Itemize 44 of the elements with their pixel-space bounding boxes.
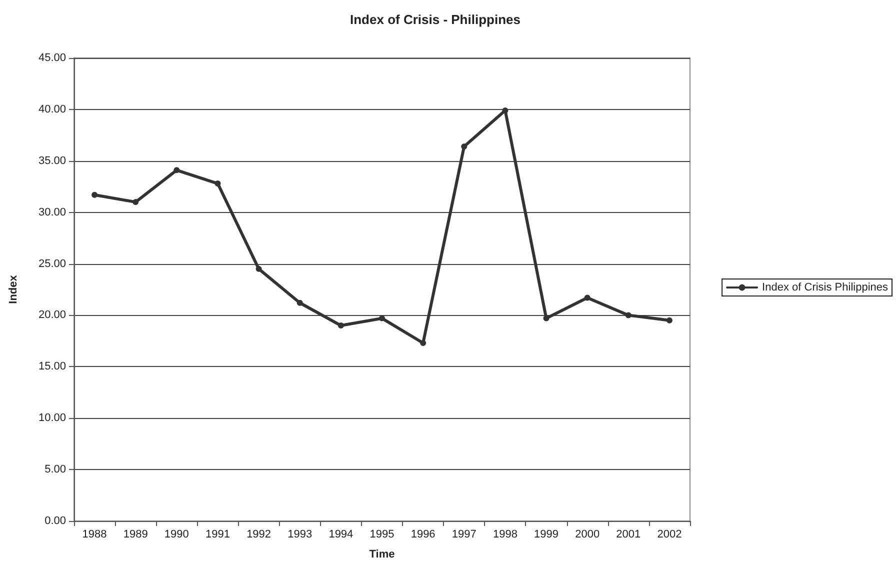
x-tick-label: 1999 <box>534 528 559 540</box>
point <box>174 167 180 174</box>
point <box>543 315 550 322</box>
x-tick-label: 1994 <box>328 528 354 540</box>
y-tick-label: 10.00 <box>38 412 66 424</box>
point <box>666 317 672 324</box>
y-tick-label: 25.00 <box>38 258 66 270</box>
x-tick-label: 2000 <box>575 528 600 540</box>
x-tick-label: 1998 <box>492 528 518 540</box>
y-tick-label: 15.00 <box>38 360 66 373</box>
y-tick-label: 5.00 <box>44 464 66 476</box>
x-tick-label: 1990 <box>164 528 189 540</box>
x-tick-label: 1992 <box>246 528 272 540</box>
y-tick-label: 45.00 <box>38 52 66 64</box>
x-tick-label: 1997 <box>452 528 476 540</box>
point <box>584 294 590 301</box>
point <box>214 180 221 187</box>
y-tick-label: 0.00 <box>44 515 66 527</box>
y-tick-label: 20.00 <box>38 309 66 322</box>
point <box>379 315 385 322</box>
legend-label: Index of Crisis Philippines <box>762 282 888 294</box>
y-tick-label: 40.00 <box>38 103 66 116</box>
point <box>625 312 632 318</box>
y-tick-label: 35.00 <box>38 154 66 167</box>
point <box>461 143 468 150</box>
point <box>132 199 139 206</box>
x-tick-label: 1996 <box>410 528 436 540</box>
chart-title: Index of Crisis - Philippines <box>350 12 520 27</box>
point <box>92 192 98 198</box>
y-axis-title: Index <box>8 274 20 304</box>
x-tick-label: 1991 <box>205 528 230 540</box>
point <box>338 322 344 329</box>
point <box>420 340 426 346</box>
x-tick-label: 2001 <box>616 528 641 540</box>
x-tick-label: 1988 <box>82 528 107 540</box>
x-tick-label: 1989 <box>123 528 148 540</box>
point <box>296 300 303 306</box>
y-tick-label: 30.00 <box>38 206 66 218</box>
x-tick-label: 1993 <box>288 528 312 540</box>
point <box>502 107 508 114</box>
x-tick-label: 1995 <box>370 528 394 540</box>
x-tick-label: 2002 <box>657 528 682 540</box>
point <box>256 266 262 272</box>
x-axis-title: Time <box>369 548 395 560</box>
